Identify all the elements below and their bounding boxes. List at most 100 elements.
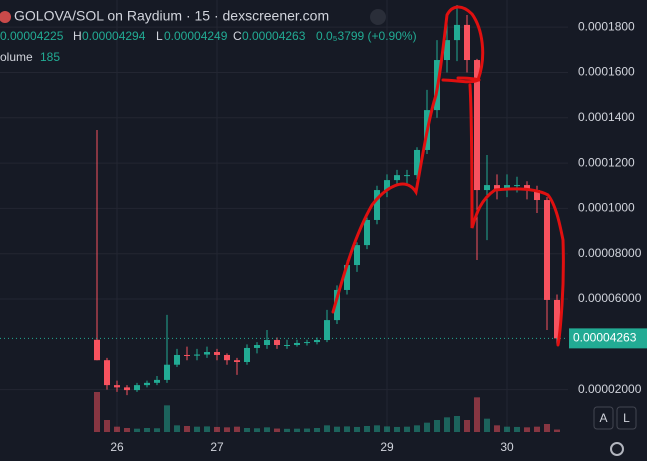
volume-bar xyxy=(324,425,330,432)
candle-body xyxy=(364,219,370,246)
candle-body xyxy=(194,354,200,356)
volume-bar xyxy=(354,426,360,432)
last-price-box xyxy=(569,328,647,349)
volume-bar xyxy=(504,426,510,432)
candle-body xyxy=(454,24,460,41)
volume-bar xyxy=(194,426,200,432)
volume-bar xyxy=(104,420,110,432)
candle-body xyxy=(374,190,380,220)
eye-icon[interactable] xyxy=(370,9,386,25)
candle-body xyxy=(304,342,310,344)
auto-scale-label: A xyxy=(599,411,607,425)
volume-bar xyxy=(444,417,450,432)
volume-bar xyxy=(254,428,260,432)
log-scale-label: L xyxy=(623,411,630,425)
volume-bar xyxy=(294,428,300,432)
candle-body xyxy=(224,354,230,361)
close-label: C xyxy=(233,29,242,43)
open-value: 0.00004225 xyxy=(0,29,64,43)
volume-bar xyxy=(134,428,140,432)
volume-bar xyxy=(394,426,400,432)
candle-body xyxy=(184,354,190,356)
y-tick-label: 0.0001400 xyxy=(578,110,635,124)
candle-body xyxy=(154,379,160,383)
y-tick-label: 0.0001800 xyxy=(578,19,635,33)
candle-body xyxy=(404,175,410,177)
volume-bar xyxy=(474,397,480,432)
volume-bar xyxy=(434,420,440,432)
last-price-label: 0.00004263 xyxy=(573,331,637,345)
volume-bar xyxy=(244,428,250,432)
annotation-scribble xyxy=(331,5,565,347)
volume-label: olume xyxy=(0,50,33,64)
candle-body xyxy=(464,24,470,61)
settings-icon[interactable] xyxy=(610,442,624,456)
volume-bar xyxy=(424,422,430,432)
candle-body xyxy=(504,185,510,191)
volume-bar xyxy=(284,428,290,432)
candle-body xyxy=(334,289,340,321)
volume-bar xyxy=(314,428,320,432)
candle-body xyxy=(344,265,350,290)
volume-bar xyxy=(414,425,420,432)
y-tick-label: 0.00006000 xyxy=(578,291,642,305)
volume-bar xyxy=(234,426,240,432)
volume-bar xyxy=(464,420,470,432)
volume-bar xyxy=(484,418,490,432)
chart-title: GOLOVA/SOL on Raydium · 15 · dexscreener… xyxy=(14,8,329,24)
y-tick-label: 0.00008000 xyxy=(578,246,642,260)
y-tick-label: 0.0001200 xyxy=(578,155,635,169)
candle-body xyxy=(384,180,390,191)
candle-body xyxy=(484,185,490,191)
x-tick-label: 27 xyxy=(210,440,224,454)
candle-body xyxy=(144,382,150,386)
y-tick-label: 0.00002000 xyxy=(578,382,642,396)
auto-scale-button[interactable] xyxy=(593,406,614,430)
volume-bar xyxy=(534,426,540,432)
candle-body xyxy=(234,360,240,363)
volume-bar xyxy=(264,427,270,432)
volume-bar xyxy=(224,427,230,432)
volume-bar xyxy=(164,405,170,432)
volume-bar xyxy=(374,425,380,432)
volume-bar xyxy=(514,426,520,432)
volume-bar xyxy=(384,426,390,432)
token-icon xyxy=(0,11,11,23)
volume-bar xyxy=(204,426,210,432)
y-tick-label: 0.0001000 xyxy=(578,201,635,215)
candle-body xyxy=(94,339,100,361)
candle-body xyxy=(244,347,250,363)
candle-body xyxy=(204,352,210,355)
candle-body xyxy=(214,352,220,355)
volume-bar xyxy=(364,426,370,432)
candle-body xyxy=(314,340,320,343)
volume-bar xyxy=(144,428,150,432)
candle-body xyxy=(354,245,360,266)
volume-bar xyxy=(94,392,100,432)
low-label: L xyxy=(156,29,163,43)
volume-bar xyxy=(404,426,410,432)
volume-bar xyxy=(124,428,130,432)
candle-body xyxy=(134,385,140,391)
volume-bar xyxy=(114,426,120,432)
candle-body xyxy=(474,60,480,191)
volume-bar xyxy=(174,425,180,432)
volume-bar xyxy=(454,416,460,432)
candle-body xyxy=(394,175,400,181)
volume-bar xyxy=(494,425,500,432)
candle-body xyxy=(324,320,330,341)
candle-body xyxy=(544,200,550,300)
candle-body xyxy=(254,345,260,348)
x-tick-label: 29 xyxy=(380,440,394,454)
candle-body xyxy=(414,149,420,176)
volume-bar xyxy=(154,428,160,432)
log-scale-button[interactable] xyxy=(616,406,637,430)
x-tick-label: 30 xyxy=(500,440,514,454)
candle-body xyxy=(294,342,300,346)
candle-body xyxy=(524,185,530,191)
volume-value: 185 xyxy=(40,50,60,64)
candle-body xyxy=(264,340,270,346)
high-value: 0.00004294 xyxy=(82,29,146,43)
x-tick-label: 26 xyxy=(110,440,124,454)
